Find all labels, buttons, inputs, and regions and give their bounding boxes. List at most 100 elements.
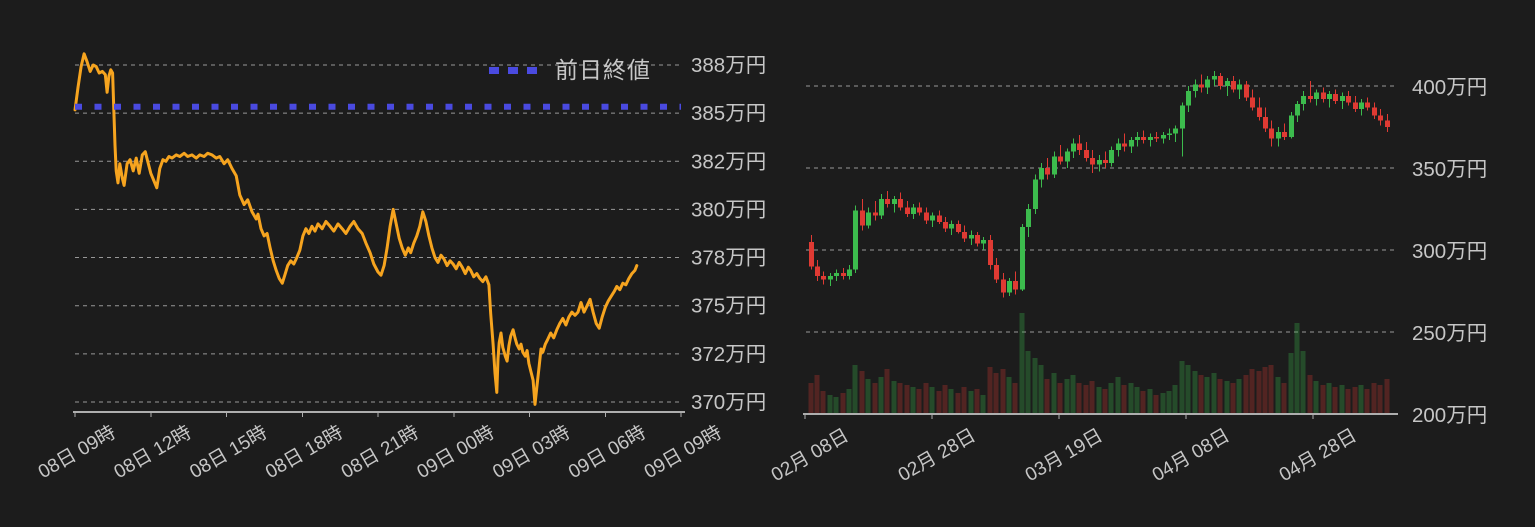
intraday-line-chart[interactable]: 388万円 385万円 382万円 380万円 378万円 375万円 372万円 370万円… (34, 52, 766, 483)
candle-body (1154, 136, 1159, 139)
candle-body (1001, 279, 1006, 293)
candle-body (1289, 115, 1294, 137)
candle-body (1090, 158, 1095, 165)
candle-body (943, 222, 948, 229)
candle-body (1109, 149, 1114, 164)
candle-body (1333, 94, 1338, 101)
candle-body (1269, 128, 1274, 139)
volume-bar (865, 379, 871, 413)
y-axis-tick-label: 370万円 (691, 391, 766, 414)
volume-bar (808, 383, 814, 413)
candle-body (969, 235, 974, 239)
volume-bar (1198, 375, 1204, 413)
volume-bar (1243, 375, 1249, 413)
volume-bar (1032, 358, 1038, 413)
volume-bar (974, 389, 980, 413)
volume-bar (942, 385, 948, 413)
candle-body (1282, 131, 1287, 137)
candle-body (1173, 128, 1178, 134)
volume-bar (1262, 367, 1268, 413)
candle-body (1340, 95, 1345, 101)
volume-bar (1089, 381, 1095, 413)
x-axis-tick-label: 02月 08日 (768, 425, 853, 486)
candle-body (1135, 136, 1140, 141)
volume-bar (993, 373, 999, 413)
volume-bar (1128, 383, 1134, 413)
volume-bar (1083, 385, 1089, 413)
y-axis-tick-label: 372万円 (691, 343, 766, 366)
candle-body (975, 235, 980, 244)
candle-body (1276, 131, 1281, 139)
candle-body (834, 272, 839, 277)
y-axis-tick-label: 380万円 (691, 198, 766, 221)
volume-bar (1166, 391, 1172, 413)
candle-body (1007, 281, 1012, 293)
candle-body (1045, 168, 1050, 175)
candle-body (1077, 143, 1082, 150)
candle-body (981, 240, 986, 244)
volume-bar (1057, 383, 1063, 413)
candle-body (1186, 90, 1191, 106)
candle-body (1244, 84, 1249, 98)
x-axis-tick-label: 03月 19日 (1022, 425, 1107, 486)
candle-body (815, 266, 820, 277)
volume-bar (1025, 351, 1031, 413)
candle-body (1257, 107, 1262, 118)
candle-body (1205, 79, 1210, 88)
x-axis-tick-label: 08日 09時 (34, 421, 119, 483)
candle-body (1225, 81, 1230, 86)
candle-body (1161, 135, 1166, 139)
candle-body (885, 199, 890, 205)
candle-body (1084, 149, 1089, 159)
volume-bar (1153, 395, 1159, 413)
daily-candlestick-chart[interactable]: 400万円 350万円 300万円 250万円 200万円 02月 08日 02月 28日 0… (768, 71, 1487, 486)
y-axis-tick-label: 382万円 (691, 150, 766, 173)
x-axis-tick-label: 08日 12時 (110, 421, 195, 483)
volume-bar (968, 391, 974, 413)
candle-body (1141, 136, 1146, 141)
candle-body (1122, 143, 1127, 147)
candle-body (1372, 107, 1377, 116)
candle-body (1052, 156, 1057, 175)
candle-body (1359, 102, 1364, 109)
candle-body (1263, 117, 1268, 129)
volume-bar (1217, 379, 1223, 413)
y-axis-tick-label: 300万円 (1412, 240, 1487, 263)
candle-body (1039, 168, 1044, 180)
volume-bar (1358, 385, 1364, 413)
volume-bar (1121, 385, 1127, 413)
candle-body (917, 207, 922, 213)
x-axis-tick-label: 08日 21時 (337, 421, 422, 483)
volume-bar (872, 383, 878, 413)
volume-bar (1115, 377, 1121, 413)
candle-body (988, 240, 993, 265)
candle-body (1385, 120, 1390, 127)
candle-body (853, 210, 858, 270)
volume-bar (1051, 373, 1057, 413)
candle-body (1058, 156, 1063, 162)
candle-body (1129, 140, 1134, 147)
x-axis-tick-label: 09日 06時 (565, 421, 650, 483)
volume-bar (1000, 369, 1006, 413)
candle-body (949, 223, 954, 229)
volume-bar (1339, 385, 1345, 413)
candle-body (1071, 143, 1076, 152)
candle-body (847, 269, 852, 277)
candle-body (873, 212, 878, 216)
candle-body (809, 241, 814, 267)
volume-bar (1185, 365, 1191, 413)
volume-bar (1384, 379, 1390, 413)
candle-body (841, 272, 846, 277)
volume-bar (1294, 323, 1300, 413)
volume-bar (1256, 371, 1262, 413)
candle-body (994, 264, 999, 280)
candle-body (1065, 151, 1070, 162)
candle-body (898, 199, 903, 208)
volume-bar (1160, 393, 1166, 413)
volume-bar (948, 389, 954, 413)
volume-bar (1147, 389, 1153, 413)
volume-bar (852, 365, 858, 413)
candle-body (1295, 104, 1300, 116)
